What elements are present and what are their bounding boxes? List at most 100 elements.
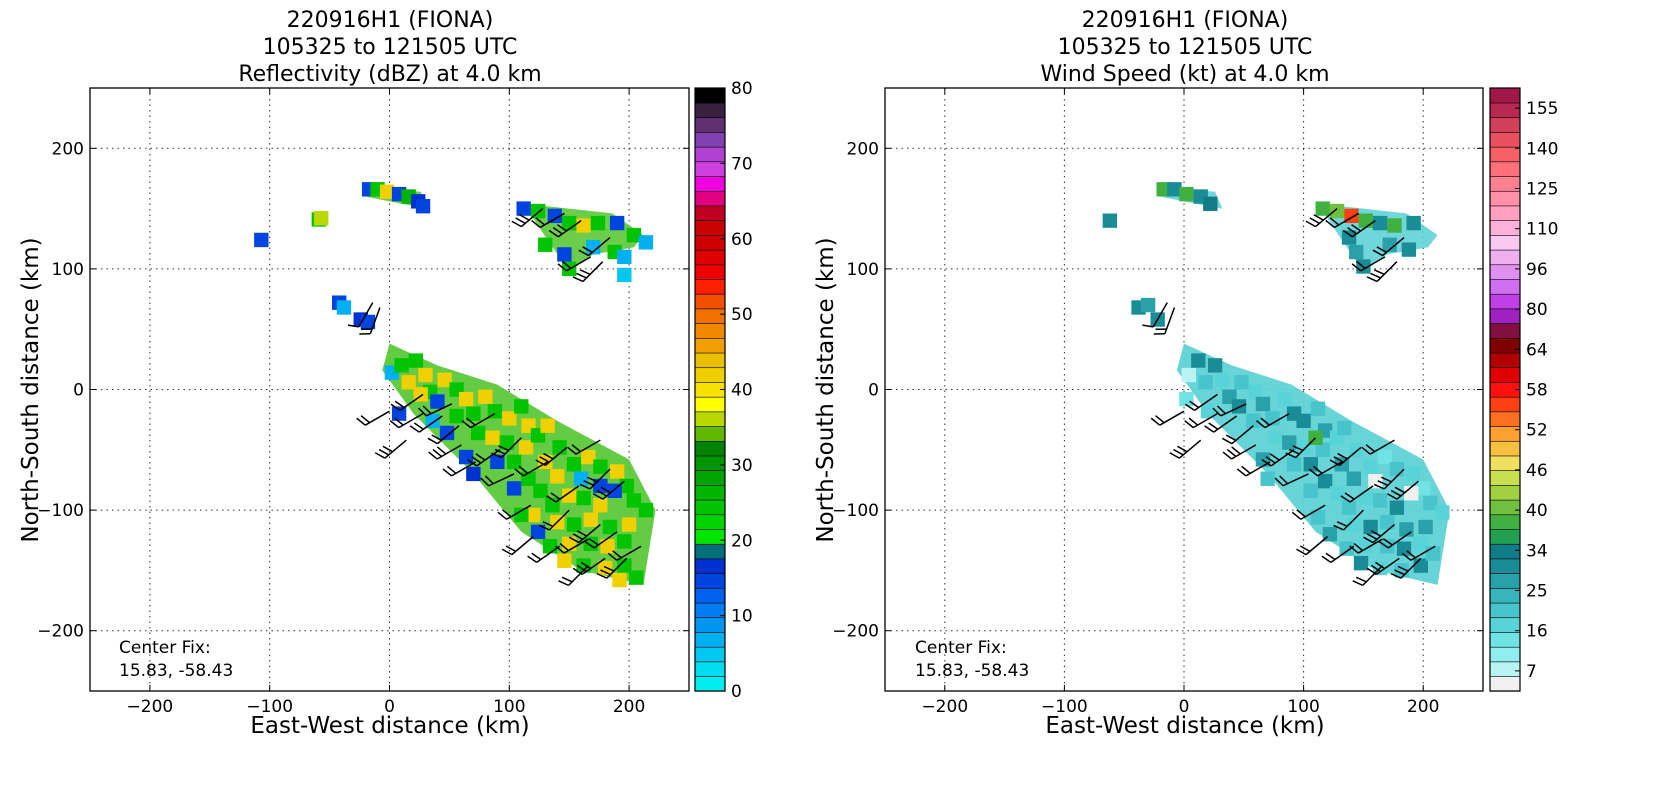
reflectivity-barb-feather	[556, 224, 567, 232]
wind-speed-field-cell	[1267, 430, 1283, 445]
reflectivity-field-cell	[552, 440, 567, 455]
wind-speed-wind-barb	[1373, 468, 1405, 490]
wind-speed-field-cell	[1349, 244, 1364, 260]
reflectivity-barb-feather	[389, 420, 400, 429]
wind-speed-wind-barb	[1184, 412, 1218, 429]
wind-speed-wind-barb	[1236, 461, 1271, 477]
wind-speed-y-tick-label: −200	[832, 622, 879, 642]
wind-speed-field-cell	[1346, 471, 1362, 486]
wind-speed-wind-barb	[1372, 236, 1405, 257]
reflectivity-colorbar-swatch	[694, 631, 726, 648]
wind-speed-wind-barb	[1261, 449, 1295, 467]
reflectivity-y-tick-label: 0	[73, 381, 84, 401]
wind-speed-field-cell	[1246, 413, 1261, 429]
reflectivity-field-cell	[617, 267, 632, 283]
reflectivity-barb-feather	[568, 536, 580, 544]
wind-speed-wind-barb	[1150, 410, 1185, 426]
wind-speed-x-tick-label: −100	[1041, 697, 1088, 717]
wind-speed-barb-feather	[1185, 403, 1195, 412]
wind-speed-field-cell	[1310, 510, 1326, 525]
wind-speed-colorbar-swatch	[1489, 249, 1521, 266]
wind-speed-barb-feather	[1216, 405, 1226, 415]
reflectivity-colorbar-swatch	[694, 117, 726, 133]
wind-speed-field-cell	[1406, 466, 1421, 482]
reflectivity-field-cell	[415, 199, 431, 214]
reflectivity-barb-feather	[442, 468, 452, 477]
reflectivity-barb-staff	[358, 302, 374, 328]
reflectivity-barb-feather	[514, 468, 524, 477]
reflectivity-wind-barb	[568, 523, 601, 544]
wind-speed-field-cell	[1198, 375, 1213, 390]
wind-speed-wind-barb	[1361, 439, 1395, 455]
wind-speed-wind-barb	[1378, 531, 1412, 549]
wind-speed-barb-feather	[1291, 511, 1302, 520]
wind-speed-barb-feather	[1155, 415, 1165, 424]
wind-speed-colorbar-swatch	[1489, 661, 1521, 677]
reflectivity-panel: 220916H1 (FIONA) 105325 to 121505 UTC Re…	[18, 8, 753, 739]
reflectivity-field-cell	[418, 367, 433, 383]
reflectivity-field-cell	[439, 425, 455, 441]
wind-speed-barb-staff	[1164, 307, 1176, 335]
reflectivity-wind-barb	[511, 208, 544, 228]
reflectivity-barb-feather	[588, 538, 599, 546]
reflectivity-field-cell	[562, 488, 577, 503]
reflectivity-field-cell	[449, 408, 464, 424]
reflectivity-barb-feather	[583, 480, 595, 487]
wind-speed-colorbar-label: 7	[1526, 662, 1537, 682]
reflectivity-colorbar-swatch	[694, 175, 726, 192]
reflectivity-barb-feather	[461, 420, 472, 429]
wind-speed-colorbar-label: 80	[1526, 300, 1548, 320]
wind-speed-field-cell	[1406, 215, 1421, 231]
reflectivity-colorbar-swatch	[694, 396, 726, 413]
reflectivity-wind-barb	[535, 446, 568, 467]
wind-speed-field-cell	[1380, 539, 1395, 554]
reflectivity-x-tick-label: 100	[493, 697, 525, 717]
reflectivity-field-cell	[562, 215, 577, 231]
wind-speed-wind-barbs	[1142, 208, 1436, 587]
wind-speed-barb-feather	[1274, 477, 1284, 487]
wind-speed-field-cell	[1346, 517, 1362, 532]
reflectivity-barb-feather	[519, 214, 530, 221]
wind-speed-barb-feather	[1312, 465, 1323, 474]
wind-speed-barb-feather	[1333, 524, 1344, 531]
reflectivity-barb-feather	[548, 229, 559, 238]
reflectivity-wind-barb	[359, 307, 381, 335]
wind-speed-colorbar-swatch	[1489, 352, 1521, 369]
reflectivity-title-line-1: 220916H1 (FIONA)	[287, 8, 494, 33]
reflectivity-colorbar-label: 30	[731, 456, 753, 476]
wind-speed-wind-barb	[1274, 473, 1309, 487]
reflectivity-wind-barb	[558, 565, 589, 587]
wind-speed-barb-feather	[1363, 536, 1374, 544]
reflectivity-colorbar-swatch	[694, 278, 726, 295]
reflectivity-field-cell	[314, 211, 329, 226]
wind-speed-wind-barb	[1333, 509, 1364, 531]
reflectivity-field-cell	[430, 394, 445, 409]
reflectivity-field-cell	[593, 498, 608, 513]
wind-speed-barb-feather	[1226, 448, 1237, 458]
wind-speed-colorbar-label: 40	[1526, 501, 1548, 521]
wind-speed-axis-ticks: −200 −100 0 100 200 −200 −100 0 100 200	[832, 88, 1483, 717]
reflectivity-center-fix-value: 15.83, -58.43	[119, 661, 233, 681]
reflectivity-barb-feather	[382, 445, 393, 453]
wind-speed-barb-feather	[1285, 452, 1297, 459]
reflectivity-field-cell	[516, 201, 531, 216]
wind-speed-barb-feather	[1313, 214, 1324, 221]
reflectivity-field-cell	[557, 553, 572, 568]
wind-speed-wind-barb	[1285, 437, 1317, 459]
wind-speed-barb-feather	[1142, 324, 1154, 328]
reflectivity-barb-feather	[505, 545, 517, 553]
reflectivity-field-cell	[617, 534, 632, 549]
reflectivity-colorbar-swatch	[694, 264, 726, 280]
reflectivity-barb-feather	[390, 403, 401, 412]
reflectivity-wind-barb	[546, 485, 580, 503]
reflectivity-field-cell	[638, 235, 654, 250]
reflectivity-wind-barb	[579, 468, 611, 490]
wind-speed-barb-feather	[1401, 552, 1412, 561]
wind-speed-barb-feather	[1279, 475, 1289, 485]
wind-speed-y-tick-label: 200	[847, 139, 879, 159]
reflectivity-barb-feather	[571, 444, 581, 453]
wind-speed-barb-feather	[1177, 445, 1188, 453]
reflectivity-colorbar-swatch	[694, 102, 726, 119]
reflectivity-colorbar-label: 70	[731, 154, 753, 174]
reflectivity-field-cell	[466, 406, 481, 421]
